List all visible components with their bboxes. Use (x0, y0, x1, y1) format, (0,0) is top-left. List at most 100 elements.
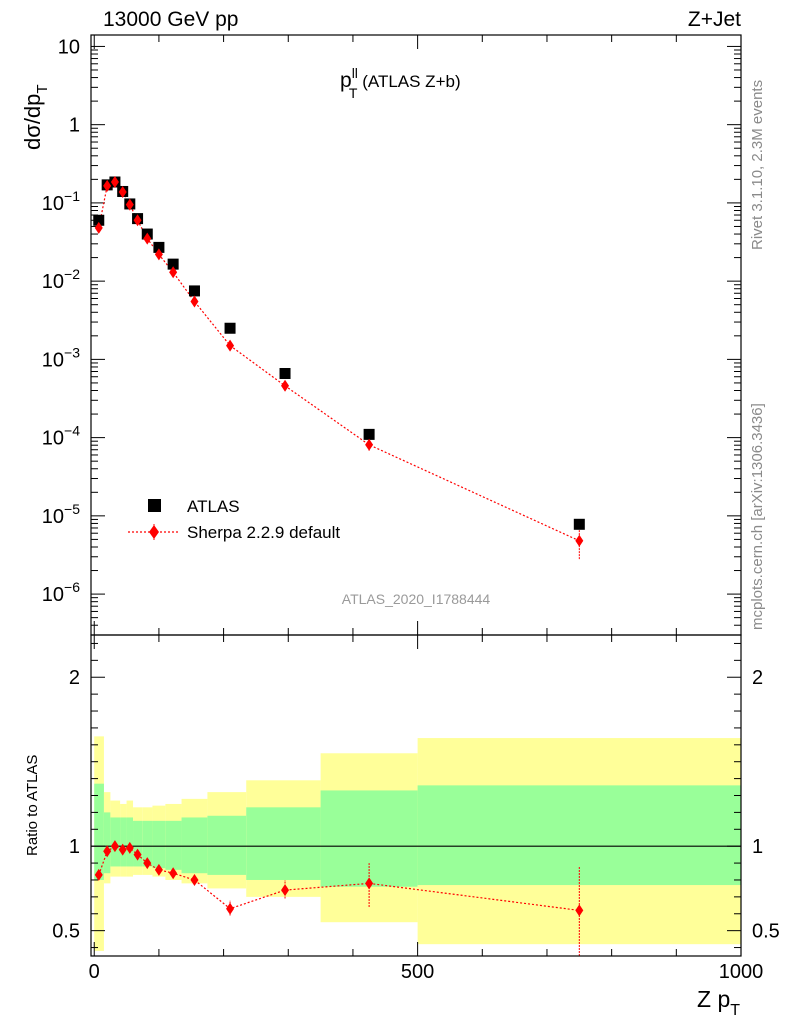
ratio-point (110, 840, 119, 853)
atlas-point (363, 428, 375, 440)
ratio-point (143, 857, 152, 870)
sherpa-point (143, 232, 152, 245)
y-tick-base: 10 (42, 193, 64, 215)
inner-uncertainty-band (246, 807, 321, 880)
ratio-y-tick-label-right: 1 (752, 836, 763, 858)
inner-uncertainty-band (207, 815, 247, 875)
process-label: Z+Jet (688, 8, 741, 31)
ratio-point (365, 877, 374, 890)
y-tick-base: 10 (42, 271, 64, 293)
ratio-point (154, 863, 163, 876)
y-tick-base: 10 (42, 428, 64, 450)
sherpa-point (190, 295, 199, 308)
sherpa-point (365, 438, 374, 451)
sherpa-point (94, 221, 103, 234)
x-axis-label: Z pT (697, 986, 740, 1019)
main-y-label-sub: T (34, 84, 51, 93)
ratio-y-tick-label-right: 0.5 (752, 921, 780, 943)
sherpa-point (281, 379, 290, 392)
ratio-tick-labels: 0.5 0.5 1 1 2 2 0 500 1000 (52, 667, 780, 983)
x-label-sub: T (730, 1002, 740, 1019)
ratio-point (226, 902, 235, 915)
atlas-point (188, 285, 200, 297)
y-tick-label: 10−3 (42, 344, 80, 371)
ratio-y-tick-label-right: 2 (752, 667, 763, 689)
legend-atlas-marker (148, 499, 161, 512)
y-tick-label: 10−1 (42, 188, 80, 215)
source-label: mcplots.cern.ch [arXiv:1306.3436] (749, 403, 766, 630)
sherpa-point (133, 214, 142, 227)
ratio-point (103, 845, 112, 858)
atlas-point (153, 241, 165, 253)
atlas-point (224, 322, 236, 334)
inner-uncertainty-band (181, 817, 208, 874)
main-title: pll T (ATLAS Z+b) (340, 65, 461, 101)
y-tick-exponent: −1 (64, 188, 80, 204)
sherpa-point (154, 248, 163, 261)
ratio-point (190, 873, 199, 886)
x-label-text: Z p (697, 986, 730, 1012)
ratio-point (118, 843, 127, 856)
ratio-panel: 0.5 0.5 1 1 2 2 0 500 1000 Ratio to ATLAS Z pT (24, 634, 780, 1019)
ratio-point (133, 848, 142, 861)
y-tick-exponent: −3 (64, 344, 80, 360)
atlas-point (573, 518, 585, 530)
legend-atlas-label: ATLAS (187, 497, 240, 516)
sherpa-points (94, 176, 584, 547)
y-tick-base: 10 (42, 584, 64, 606)
ratio-point (575, 904, 584, 917)
analysis-label: ATLAS_2020_I1788444 (342, 591, 491, 607)
sherpa-point (226, 339, 235, 352)
y-tick-exponent: −2 (64, 266, 80, 282)
y-tick-exponent: −6 (64, 579, 80, 595)
main-title-sup: ll (352, 65, 358, 81)
inner-uncertainty-band (94, 783, 104, 880)
sherpa-point (169, 266, 178, 279)
ratio-uncertainty-bands (94, 736, 741, 951)
sherpa-point (575, 534, 584, 547)
ratio-y-tick-label: 1 (69, 836, 80, 858)
inner-uncertainty-band (165, 820, 182, 870)
inner-uncertainty-band (152, 820, 166, 869)
sherpa-point (103, 179, 112, 192)
inner-uncertainty-band (120, 817, 127, 867)
ratio-y-tick-label: 2 (69, 667, 80, 689)
legend-sherpa-label: Sherpa 2.2.9 default (187, 523, 340, 542)
main-axis-ticks (91, 35, 742, 636)
y-tick-label: 10−2 (42, 266, 80, 293)
energy-label: 13000 GeV pp (103, 8, 238, 31)
y-tick-base: 10 (42, 349, 64, 371)
sherpa-point (118, 185, 127, 198)
ratio-sherpa-points (94, 840, 584, 917)
ratio-y-tick-label: 0.5 (52, 921, 80, 943)
main-y-label-text: dσ/dp (20, 94, 45, 150)
main-plot-area (91, 35, 741, 635)
y-tick-label: 10−4 (42, 423, 80, 450)
ratio-point (281, 884, 290, 897)
ratio-y-axis-label: Ratio to ATLAS (24, 755, 41, 856)
atlas-point (93, 214, 105, 226)
inner-uncertainty-band (133, 820, 143, 867)
y-tick-label: 10−5 (42, 501, 80, 528)
legend-sherpa-marker (149, 525, 159, 539)
legend: ATLAS Sherpa 2.2.9 default (128, 497, 340, 542)
main-title-sub: T (349, 85, 358, 101)
y-tick-exponent: −4 (64, 423, 80, 439)
x-tick-label: 1000 (719, 961, 764, 983)
y-tick-label: 10 (58, 36, 80, 58)
ratio-sherpa-line (98, 845, 580, 911)
ratio-point (169, 867, 178, 880)
y-tick-exponent: −5 (64, 501, 80, 517)
sherpa-point (110, 176, 119, 189)
main-y-axis-label: dσ/dpT (20, 84, 51, 150)
y-tick-label: 10−6 (42, 579, 80, 606)
main-title-rest: (ATLAS Z+b) (357, 72, 460, 91)
x-tick-label: 0 (89, 961, 100, 983)
main-title-p: p (340, 69, 352, 92)
ratio-point (94, 868, 103, 881)
y-tick-base: 10 (42, 506, 64, 528)
atlas-point (279, 367, 291, 379)
